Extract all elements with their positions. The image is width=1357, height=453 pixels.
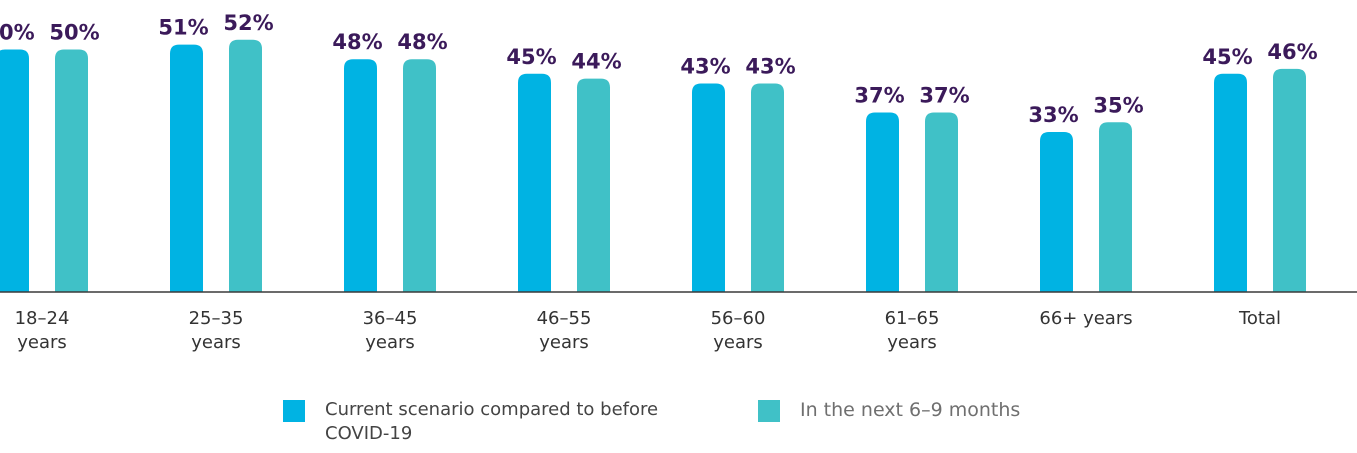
data-label: 44% xyxy=(571,50,621,74)
legend-swatch-next xyxy=(758,400,780,422)
legend-label-next: In the next 6–9 months xyxy=(800,399,1021,421)
bar-current xyxy=(692,83,725,292)
bar-group: 45% 46% xyxy=(1202,40,1318,293)
bar-next xyxy=(1099,122,1132,292)
bar-current xyxy=(0,49,29,292)
data-label: 48% xyxy=(397,30,447,54)
category-label: 46–55 years xyxy=(537,308,592,353)
category-label: 18–24 years xyxy=(15,308,70,353)
category-label: 66+ years xyxy=(1039,308,1132,329)
data-label: 50% xyxy=(0,21,35,45)
data-label: 37% xyxy=(919,84,969,108)
bar-next xyxy=(229,39,262,292)
bar-current xyxy=(170,44,203,293)
bar-next xyxy=(1273,68,1306,293)
legend-item-next: In the next 6–9 months xyxy=(758,398,1020,422)
data-label: 45% xyxy=(506,45,556,69)
bar-next xyxy=(751,83,784,292)
bar-group: 50% 50% xyxy=(0,21,100,292)
bar-next xyxy=(55,49,88,292)
bar-current xyxy=(344,59,377,293)
bar-current xyxy=(518,73,551,292)
bar-current xyxy=(866,112,899,292)
data-label: 51% xyxy=(158,16,208,40)
data-label: 45% xyxy=(1202,45,1252,69)
data-label: 33% xyxy=(1028,103,1078,127)
bar-group: 33% 35% xyxy=(1028,93,1144,292)
data-label: 43% xyxy=(745,54,795,78)
bar-current xyxy=(1214,73,1247,292)
data-label: 48% xyxy=(332,30,382,54)
legend-item-current: Current scenario compared to before COVI… xyxy=(283,398,665,446)
bar-group: 48% 48% xyxy=(332,30,448,293)
bar-next xyxy=(577,78,610,292)
data-label: 37% xyxy=(854,84,904,108)
category-label: 36–45 years xyxy=(363,308,418,353)
data-label: 46% xyxy=(1267,40,1317,64)
data-label: 50% xyxy=(49,21,99,45)
bar-group: 43% 43% xyxy=(680,54,796,292)
data-label: 43% xyxy=(680,54,730,78)
legend: Current scenario compared to before COVI… xyxy=(0,398,1357,453)
category-label: Total xyxy=(1238,308,1281,329)
bar-next xyxy=(403,59,436,293)
bar-next xyxy=(925,112,958,292)
bar-group: 37% 37% xyxy=(854,84,970,292)
bar-group: 45% 44% xyxy=(506,45,622,292)
data-label: 35% xyxy=(1093,93,1143,117)
category-label: 25–35 years xyxy=(189,308,244,353)
category-label: 61–65 years xyxy=(885,308,940,353)
bar-current xyxy=(1040,131,1073,292)
bar-group: 51% 52% xyxy=(158,11,274,293)
category-label: 56–60 years xyxy=(711,308,766,353)
legend-swatch-current xyxy=(283,400,305,422)
data-label: 52% xyxy=(223,11,273,35)
legend-label-current: Current scenario compared to before COVI… xyxy=(325,399,659,444)
